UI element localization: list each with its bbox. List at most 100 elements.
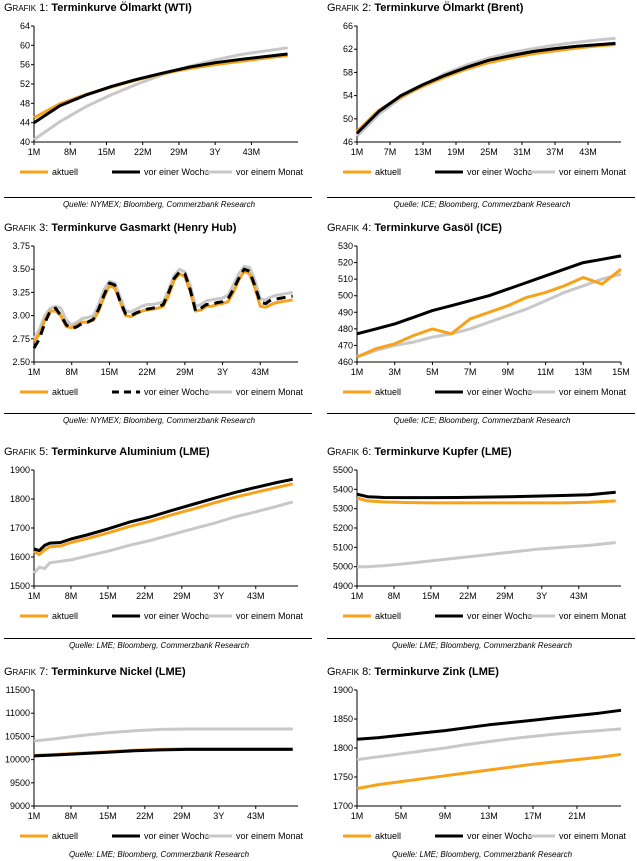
chart-kupfer: 4900 5000 5100 5200 5300 5400 5500 1M 8M 15M 22M 29… bbox=[333, 465, 627, 621]
panel-nickel: Grafik 7: Terminkurve Nickel (LME) 9000 9… bbox=[4, 666, 304, 861]
series-line-vor-einem-monat bbox=[355, 36, 616, 138]
y-tick-label: 4900 bbox=[333, 581, 353, 591]
x-tick-label: 5M bbox=[426, 367, 439, 377]
legend-label: vor einer Woche bbox=[144, 167, 209, 177]
x-tick-label: 31M bbox=[513, 147, 531, 157]
panel-title: Grafik 8: Terminkurve Zink (LME) bbox=[327, 666, 499, 678]
series-line-aktuell bbox=[356, 752, 622, 791]
y-tick-label: 40 bbox=[20, 137, 30, 147]
y-tick-label: 1750 bbox=[333, 772, 353, 782]
x-tick-label: 8M bbox=[64, 147, 77, 157]
legend-label: vor einem Monat bbox=[236, 167, 304, 177]
chart-nickel: 9000 9500 10000 10500 11000 11500 1M 8M 15M 22M 29… bbox=[5, 685, 304, 841]
x-tick-label: 22M bbox=[138, 367, 156, 377]
legend-label: vor einer Woche bbox=[144, 611, 209, 621]
x-tick-label: 37M bbox=[546, 147, 564, 157]
y-tick-label: 3.75 bbox=[12, 241, 30, 251]
x-tick-label: 8M bbox=[65, 811, 78, 821]
legend-label: aktuell bbox=[375, 167, 401, 177]
y-tick-label: 5400 bbox=[333, 484, 353, 494]
series-line-vor-einer-woche bbox=[356, 254, 622, 336]
y-tick-label: 3.50 bbox=[12, 264, 30, 274]
chart-zink: 1700 1750 1800 1850 1900 1M 5M 9M 13M 17M 21M aktue… bbox=[333, 685, 627, 841]
chart-gasoel: 460 470 480 490 500 510 520 530 1M 3M 5M 7M 9M 11M 13M… bbox=[338, 241, 630, 397]
y-tick-label: 44 bbox=[20, 118, 30, 128]
series-line-vor-einem-monat bbox=[33, 727, 293, 743]
source-note: Quelle: ICE; Bloomberg, Commerzbank Rese… bbox=[393, 416, 571, 425]
x-tick-label: 1M bbox=[28, 147, 41, 157]
panel-aluminium: Grafik 5: Terminkurve Aluminium (LME) 15… bbox=[4, 446, 312, 658]
y-tick-label: 5200 bbox=[333, 523, 353, 533]
x-tick-label: 29M bbox=[176, 367, 194, 377]
legend-label: vor einem Monat bbox=[559, 167, 627, 177]
y-tick-label: 66 bbox=[343, 21, 353, 31]
y-tick-label: 530 bbox=[338, 241, 353, 251]
x-tick-label: 13M bbox=[414, 147, 432, 157]
x-tick-label: 3Y bbox=[210, 147, 221, 157]
series-line-vor-einem-monat bbox=[357, 541, 616, 569]
x-tick-label: 29M bbox=[496, 591, 514, 601]
legend-label: vor einem Monat bbox=[236, 831, 304, 841]
panel-zink: Grafik 8: Terminkurve Zink (LME) 1700 175… bbox=[327, 666, 627, 861]
x-tick-label: 1M bbox=[28, 811, 41, 821]
y-tick-label: 1850 bbox=[333, 714, 353, 724]
divider bbox=[4, 413, 312, 414]
legend-label: vor einer Woche bbox=[467, 167, 532, 177]
source-note: Quelle: LME; Bloomberg, Commerzbank Rese… bbox=[68, 850, 250, 859]
series-line-vor-einer-woche bbox=[355, 41, 616, 135]
y-tick-label: 470 bbox=[338, 340, 353, 350]
y-tick-label: 64 bbox=[20, 21, 30, 31]
legend-label: vor einem Monat bbox=[559, 611, 627, 621]
y-tick-label: 9500 bbox=[10, 778, 30, 788]
x-tick-label: 3Y bbox=[217, 367, 228, 377]
x-tick-label: 21M bbox=[568, 811, 586, 821]
x-tick-label: 43M bbox=[247, 811, 265, 821]
panel-wti: Grafik 1: Terminkurve Ölmarkt (WTI) 40 44… bbox=[4, 2, 312, 214]
series-line-vor-einer-woche bbox=[356, 708, 622, 741]
x-tick-label: 7M bbox=[384, 147, 397, 157]
x-tick-label: 43M bbox=[247, 591, 265, 601]
panel-title: Grafik 2: Terminkurve Ölmarkt (Brent) bbox=[327, 2, 524, 14]
chart-wti: 40 44 48 52 56 60 64 1M 8M 15M 22M 29M 3Y 43M aktuell v… bbox=[20, 21, 304, 177]
x-tick-label: 29M bbox=[170, 147, 188, 157]
y-tick-label: 1800 bbox=[333, 743, 353, 753]
legend-label: vor einem Monat bbox=[559, 831, 627, 841]
legend-label: vor einem Monat bbox=[236, 611, 304, 621]
y-tick-label: 5500 bbox=[333, 465, 353, 475]
legend-label: aktuell bbox=[375, 611, 401, 621]
source-note: Quelle: LME; Bloomberg, Commerzbank Rese… bbox=[68, 641, 250, 650]
divider bbox=[327, 413, 635, 414]
y-tick-label: 1700 bbox=[333, 801, 353, 811]
x-tick-label: 1M bbox=[28, 367, 41, 377]
x-tick-label: 3Y bbox=[213, 811, 224, 821]
y-tick-label: 510 bbox=[338, 274, 353, 284]
y-tick-label: 3.25 bbox=[12, 287, 30, 297]
y-tick-label: 460 bbox=[338, 357, 353, 367]
series-line-aktuell bbox=[356, 268, 622, 359]
y-tick-label: 1800 bbox=[10, 494, 30, 504]
x-tick-label: 1M bbox=[351, 591, 364, 601]
y-tick-label: 1500 bbox=[10, 581, 30, 591]
y-tick-label: 5000 bbox=[333, 562, 353, 572]
panel-henry-hub: Grafik 3: Terminkurve Gasmarkt (Henry Hu… bbox=[4, 222, 312, 434]
chart-brent: 46 50 54 58 62 66 1M 7M 13M 19M 25M 31M 37M 43M aktuel… bbox=[343, 21, 627, 177]
x-tick-label: 5M bbox=[395, 811, 408, 821]
chart-aluminium: 1500 1600 1700 1800 1900 1M 8M 15M 22M 29M 3Y 43M ak… bbox=[10, 465, 304, 621]
x-tick-label: 8M bbox=[65, 367, 78, 377]
source-note: Quelle: LME; Bloomberg, Commerzbank Rese… bbox=[391, 641, 573, 650]
legend-label: aktuell bbox=[52, 831, 78, 841]
divider bbox=[4, 197, 312, 198]
x-tick-label: 13M bbox=[480, 811, 498, 821]
x-tick-label: 22M bbox=[459, 591, 477, 601]
x-tick-label: 9M bbox=[439, 811, 452, 821]
y-tick-label: 1900 bbox=[333, 685, 353, 695]
series-line-vor-einer-woche bbox=[33, 52, 288, 124]
y-tick-label: 1600 bbox=[10, 552, 30, 562]
legend-label: vor einem Monat bbox=[559, 387, 627, 397]
y-tick-label: 520 bbox=[338, 258, 353, 268]
panel-brent: Grafik 2: Terminkurve Ölmarkt (Brent) 46… bbox=[327, 2, 635, 214]
x-tick-label: 7M bbox=[464, 367, 477, 377]
y-tick-label: 2.50 bbox=[12, 357, 30, 367]
x-tick-label: 3M bbox=[388, 367, 401, 377]
legend-label: vor einem Monat bbox=[236, 387, 304, 397]
